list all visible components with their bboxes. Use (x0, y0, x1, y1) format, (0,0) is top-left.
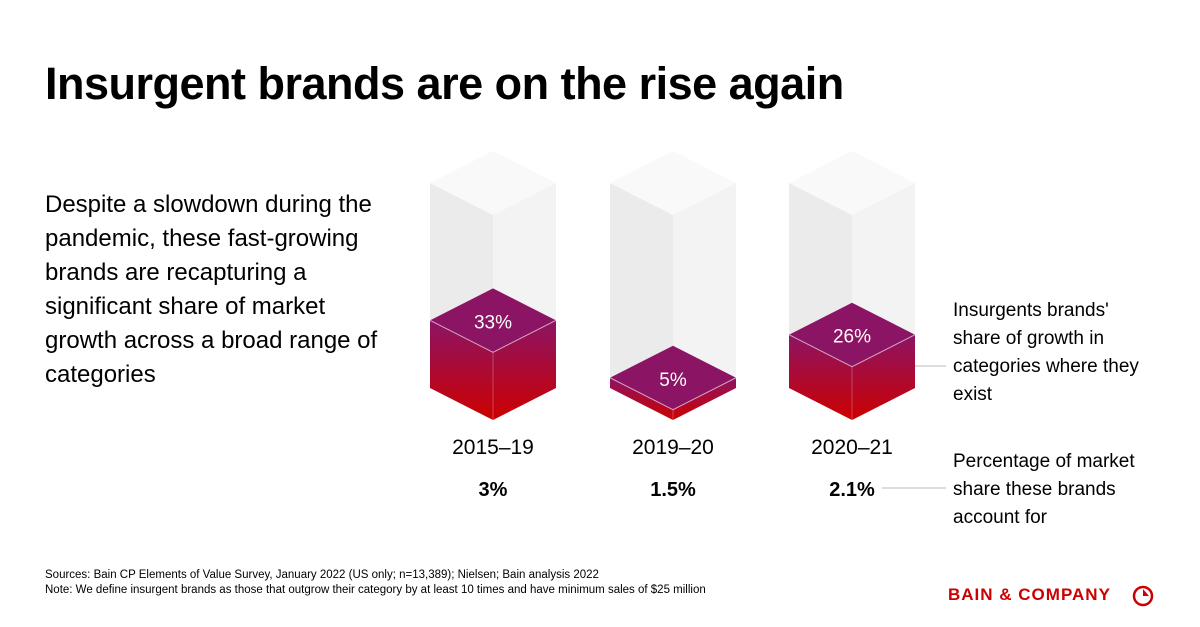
footnotes: Sources: Bain CP Elements of Value Surve… (45, 568, 706, 598)
logo-icon (1132, 585, 1154, 607)
logo-icon (1143, 589, 1149, 596)
bar (788, 302, 916, 420)
bar-left (430, 320, 493, 420)
series-annotation: Insurgents brands' share of growth in ca… (953, 300, 1139, 405)
x-tick-label: 2020–21 (811, 436, 893, 459)
bar-right (493, 320, 556, 420)
bar-left (789, 334, 852, 420)
value-label: 26% (833, 327, 871, 348)
bar-edge (788, 334, 916, 368)
column-top (789, 151, 915, 215)
description: Despite a slowdown during the pandemic, … (45, 191, 378, 388)
x-tick-label: 2015–19 (452, 436, 534, 459)
sources: Sources: Bain CP Elements of Value Surve… (45, 569, 599, 581)
market-share-value: 2.1% (829, 479, 875, 501)
market-share-value: 1.5% (650, 479, 696, 501)
column-top (430, 151, 556, 215)
title: Insurgent brands are on the rise again (45, 58, 844, 109)
share-annotation: Percentage of market share these brands … (953, 451, 1135, 528)
bar-right (673, 377, 736, 420)
brand-logo: BAIN & COMPANY (948, 585, 1111, 604)
bar (429, 288, 557, 420)
column-top (610, 151, 736, 215)
bar-edge (609, 377, 737, 411)
value-label: 33% (474, 312, 512, 333)
note: Note: We define insurgent brands as thos… (45, 584, 706, 596)
bar-left (610, 377, 673, 420)
x-tick-label: 2019–20 (632, 436, 714, 459)
market-share-value: 3% (479, 479, 508, 501)
bar (609, 345, 737, 420)
value-label: 5% (659, 370, 687, 391)
bar-edge (429, 319, 557, 353)
bar-right (852, 334, 915, 420)
